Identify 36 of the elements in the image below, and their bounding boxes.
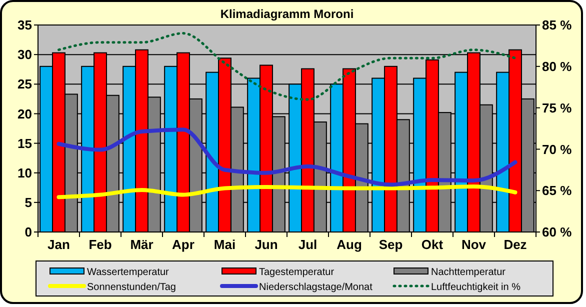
legend-label: Niederschlagstage/Monat <box>259 282 373 293</box>
x-tick-label: Sep <box>378 237 403 252</box>
y2-tick-label: 75 % <box>542 100 572 116</box>
legend-label: Tagestemperatur <box>259 267 335 278</box>
x-tick-label: Feb <box>88 237 112 252</box>
y-tick-label: 10 <box>18 165 32 180</box>
x-tick-label: Jan <box>48 237 70 252</box>
y-tick-label: 35 <box>18 18 32 33</box>
x-tick-label: Jul <box>298 237 318 252</box>
line-series <box>56 184 518 200</box>
y-tick-label: 30 <box>18 47 32 62</box>
y-tick-label: 20 <box>18 106 32 122</box>
y2-tick-label: 65 % <box>542 183 572 198</box>
x-tick-label: Apr <box>172 237 194 252</box>
x-tick-label: Okt <box>421 237 444 252</box>
legend-label: Wassertemperatur <box>87 267 170 278</box>
x-tick-label: Nov <box>461 237 487 252</box>
x-tick-label: Jun <box>254 237 278 252</box>
chart-title: Klimadiagramm Moroni <box>220 7 354 21</box>
x-tick-label: Mai <box>214 237 236 252</box>
x-tick-label: Dez <box>504 237 528 252</box>
x-tick-label: Aug <box>336 237 362 252</box>
y-tick-label: 0 <box>24 224 32 240</box>
legend-label: Sonnenstunden/Tag <box>87 282 176 293</box>
y-tick-label: 5 <box>24 194 32 210</box>
x-tick-label: Mär <box>130 237 154 252</box>
line-series <box>56 128 518 187</box>
legend-label: Nachttemperatur <box>431 267 506 278</box>
line-series <box>58 32 516 101</box>
y2-tick-label: 85 % <box>542 18 572 33</box>
y2-tick-label: 70 % <box>542 142 572 157</box>
legend-label: Luftfeuchtigkeit in % <box>431 282 521 293</box>
y-tick-label: 25 <box>18 76 32 92</box>
y2-tick-label: 60 % <box>542 224 572 240</box>
y-tick-label: 15 <box>18 136 32 151</box>
y2-tick-label: 80 % <box>542 58 572 74</box>
